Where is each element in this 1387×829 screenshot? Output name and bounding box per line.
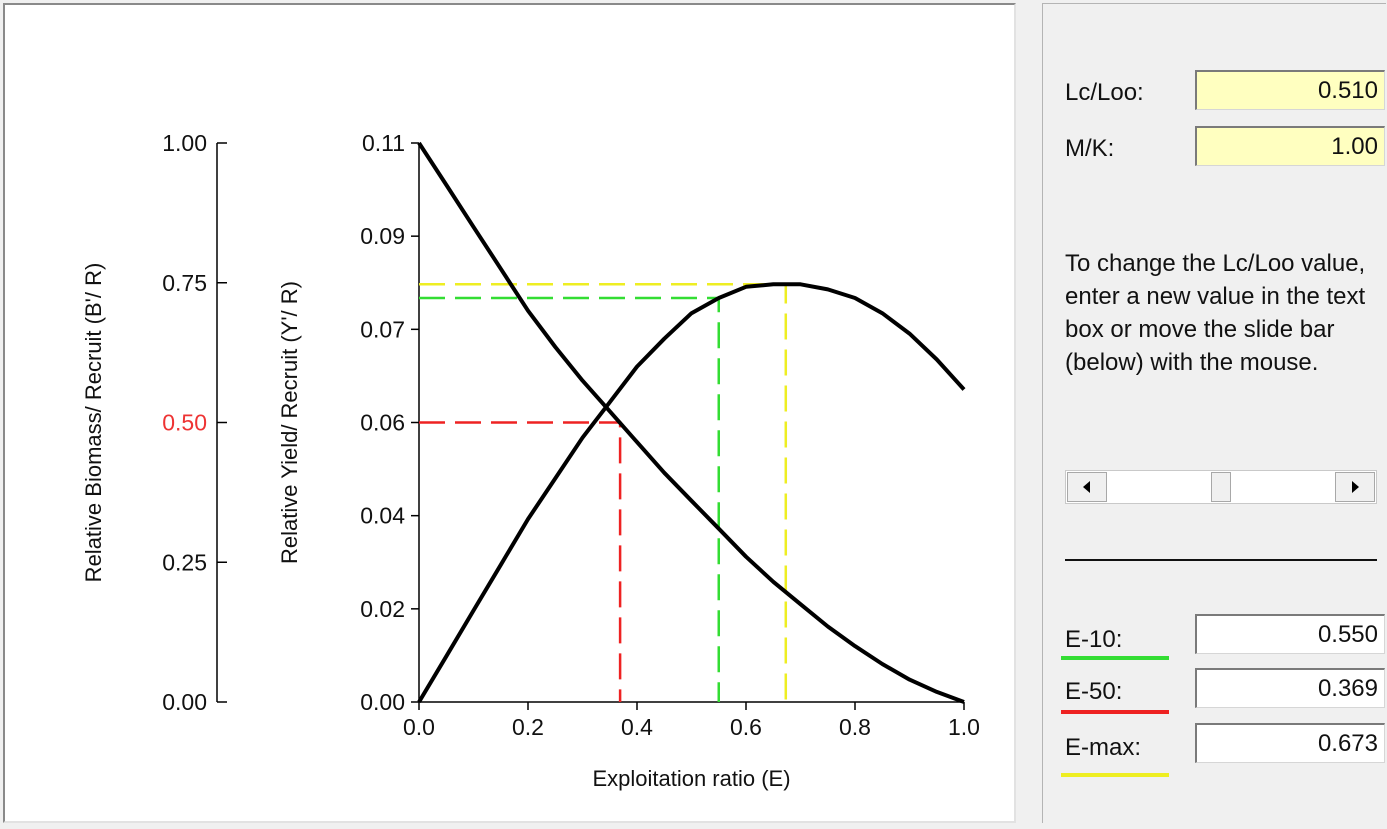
- lc-loo-label: Lc/Loo:: [1065, 79, 1144, 106]
- yield-axis-label: Relative Yield/ Recruit (Y'/ R): [277, 281, 302, 564]
- yield-tick-label: 0.06: [360, 410, 405, 436]
- biomass-tick-label: 1.00: [162, 130, 207, 156]
- yield-tick-label: 0.04: [360, 503, 405, 529]
- arrow-right-icon[interactable]: [1335, 472, 1375, 502]
- x-tick-label: 0.4: [621, 714, 653, 740]
- yield-curve: [417, 282, 966, 704]
- emax-legend-line: [1061, 773, 1169, 777]
- mk-input[interactable]: 1.00: [1195, 126, 1385, 166]
- e50-reference-line: [419, 421, 622, 702]
- yield-biomass-chart: 0.00 0.25 0.50 0.75 1.00 Relative Biomass/ Re…: [81, 130, 980, 791]
- e50-label: E-50:: [1065, 678, 1123, 705]
- biomass-curve: [417, 141, 965, 704]
- help-text: To change the Lc/Loo value, enter a new …: [1065, 250, 1366, 376]
- yield-tick-label: 0.09: [360, 223, 405, 249]
- biomass-tick-label: 0.00: [162, 689, 207, 715]
- lc-loo-input[interactable]: 0.510: [1195, 70, 1385, 110]
- yield-tick-label: 0.07: [360, 316, 405, 342]
- biomass-tick-label: 0.25: [162, 549, 207, 575]
- e10-label: E-10:: [1065, 626, 1123, 653]
- emax-label: E-max:: [1065, 734, 1142, 761]
- e10-reference-line: [419, 296, 720, 702]
- e10-value: 0.550: [1195, 614, 1385, 654]
- x-tick-label: 0.0: [403, 714, 435, 740]
- x-tick-label: 0.2: [512, 714, 544, 740]
- slider-thumb[interactable]: [1211, 472, 1231, 502]
- emax-value: 0.673: [1195, 723, 1385, 763]
- x-axis-label: Exploitation ratio (E): [592, 766, 790, 791]
- yield-tick-label: 0.11: [362, 130, 405, 156]
- x-tick-label: 0.6: [730, 714, 762, 740]
- emax-reference-line: [419, 283, 788, 702]
- yield-tick-label: 0.00: [360, 689, 405, 715]
- control-panel: Lc/Loo: 0.510 M/K: 1.00 To change the Lc…: [1042, 3, 1386, 823]
- biomass-tick-label: 0.75: [162, 270, 207, 296]
- x-tick-label: 0.8: [839, 714, 871, 740]
- arrow-left-icon[interactable]: [1067, 472, 1107, 502]
- biomass-tick-label: 0.50: [162, 410, 207, 436]
- e50-value: 0.369: [1195, 668, 1385, 708]
- yield-tick-label: 0.02: [360, 596, 405, 622]
- e10-legend-line: [1061, 656, 1169, 660]
- biomass-axis-label: Relative Biomass/ Recruit (B'/ R): [81, 263, 106, 583]
- divider: [1065, 559, 1377, 561]
- chart-panel: 0.00 0.25 0.50 0.75 1.00 Relative Biomass/ Re…: [3, 3, 1016, 823]
- lc-loo-slider[interactable]: [1065, 470, 1377, 504]
- x-tick-label: 1.0: [948, 714, 980, 740]
- mk-label: M/K:: [1065, 135, 1115, 162]
- e50-legend-line: [1061, 710, 1169, 714]
